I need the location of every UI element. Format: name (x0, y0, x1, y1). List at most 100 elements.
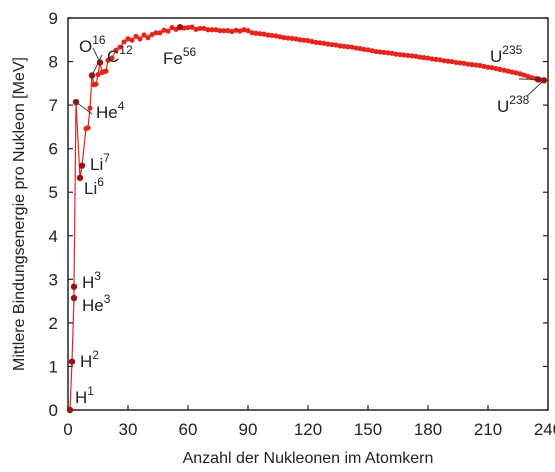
isotope-marker (70, 294, 78, 302)
data-point (129, 37, 135, 43)
isotope-leader-line (75, 101, 93, 115)
data-point (425, 55, 431, 61)
data-point (421, 55, 427, 61)
data-point (493, 65, 499, 72)
isotope-mass-number: 1 (87, 384, 94, 398)
data-point (481, 63, 487, 69)
data-point (289, 35, 295, 42)
data-point (121, 39, 127, 45)
isotope-label: H3 (82, 269, 101, 292)
data-point (237, 28, 243, 34)
isotope-marker (78, 162, 86, 169)
y-tick-label: 8 (49, 53, 58, 72)
data-point (241, 27, 247, 33)
y-tick-label: 6 (49, 140, 58, 159)
data-point (193, 26, 199, 32)
isotope-symbol: Fe (163, 49, 183, 68)
data-point (457, 60, 463, 66)
data-point (249, 30, 255, 36)
x-axis-title: Anzahl der Nukleonen im Atomkern (183, 450, 434, 467)
series-line (69, 26, 545, 411)
data-point (505, 68, 511, 74)
data-point (477, 62, 483, 69)
isotope-marker (76, 174, 84, 182)
data-point (365, 47, 371, 53)
isotope-symbol: Li (84, 179, 97, 198)
data-point (349, 44, 355, 50)
data-point (377, 49, 383, 55)
data-point (513, 70, 519, 76)
isotope-symbol: He (96, 103, 118, 122)
isotope-symbol: H (75, 388, 87, 407)
data-point (253, 30, 259, 36)
data-point (393, 51, 399, 57)
data-point (429, 56, 435, 62)
data-point (473, 62, 479, 68)
data-point (221, 28, 227, 34)
isotope-symbol: Li (90, 155, 103, 174)
isotope-label: U238 (497, 93, 530, 116)
data-point (449, 58, 455, 65)
data-point (137, 36, 143, 42)
isotope-leader-line (92, 47, 101, 63)
data-point (293, 36, 299, 42)
x-tick-label: 210 (474, 420, 502, 439)
isotope-marker (66, 406, 74, 414)
data-point (277, 34, 283, 40)
data-point (125, 36, 131, 42)
data-point (105, 57, 111, 63)
data-point (469, 62, 475, 68)
plot-area (67, 24, 547, 413)
isotope-marker (176, 23, 184, 31)
data-point (501, 67, 507, 73)
data-point (341, 43, 347, 49)
data-point (257, 31, 263, 37)
data-point (445, 58, 451, 64)
isotope-symbol: U (490, 47, 502, 66)
isotope-label: O16 (79, 33, 106, 56)
y-tick-label: 2 (49, 314, 58, 333)
isotope-marker (68, 358, 76, 365)
axis-ticks: 03060901201501802102400123456789 (49, 9, 555, 439)
isotope-symbol: H (82, 273, 94, 292)
isotope-mass-number: 16 (92, 33, 106, 47)
data-point (353, 45, 359, 51)
isotope-label: C12 (107, 43, 133, 66)
isotope-symbol: C (107, 47, 119, 66)
x-tick-label: 240 (534, 420, 555, 439)
isotope-symbol: He (82, 296, 104, 315)
data-point (317, 40, 323, 46)
data-point (165, 28, 171, 34)
data-point (189, 24, 195, 30)
data-point (389, 50, 395, 56)
data-point (381, 49, 387, 56)
data-point (233, 27, 239, 33)
x-tick-label: 180 (414, 420, 442, 439)
isotope-label: Li7 (90, 151, 110, 174)
plot-frame (67, 17, 549, 411)
data-point (273, 33, 279, 39)
isotope-leader-line (91, 54, 103, 76)
data-point (217, 28, 223, 34)
y-tick-label: 1 (49, 357, 58, 376)
isotope-mass-number: 56 (183, 45, 197, 59)
isotope-mass-number: 6 (97, 175, 104, 189)
data-point (145, 35, 151, 41)
x-tick-label: 30 (119, 420, 138, 439)
data-point (397, 51, 403, 58)
isotope-symbol: O (79, 37, 92, 56)
data-point (329, 41, 335, 48)
data-point (161, 27, 167, 33)
isotope-mass-number: 235 (502, 43, 522, 57)
data-point (489, 65, 495, 71)
data-point (321, 40, 327, 46)
data-point (309, 38, 315, 45)
data-point (517, 71, 523, 77)
data-point (509, 69, 515, 75)
data-point (261, 31, 267, 37)
y-tick-label: 4 (49, 227, 58, 246)
isotope-label: Li6 (84, 175, 104, 198)
y-tick-label: 5 (49, 183, 58, 202)
